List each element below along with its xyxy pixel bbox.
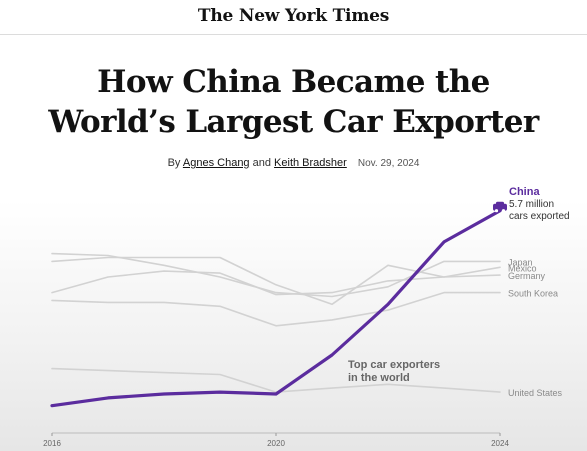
car-marker-icon xyxy=(493,201,507,213)
x-axis: 2016 2020 2024 xyxy=(43,432,509,448)
x-tick-label-2016: 2016 xyxy=(43,439,61,448)
headline: How China Became the World’s Largest Car… xyxy=(0,62,587,142)
headline-line-1: How China Became the xyxy=(97,64,490,100)
byline-prefix: By xyxy=(167,157,181,169)
series-label-japan: Japan xyxy=(508,257,533,267)
series-layer xyxy=(50,209,502,408)
chart-annotation-line-2: in the world xyxy=(348,372,410,384)
highlight-value-line-2: cars exported xyxy=(509,211,570,222)
masthead-divider xyxy=(0,34,587,35)
author-link-2[interactable]: Keith Bradsher xyxy=(274,157,347,169)
series-line-south-korea xyxy=(51,291,501,327)
byline-conjunction: and xyxy=(252,157,271,169)
x-tick-label-2020: 2020 xyxy=(267,439,285,448)
highlight-value-line-1: 5.7 million xyxy=(509,199,554,210)
series-line-united-states xyxy=(51,367,501,393)
series-label-china: China xyxy=(509,186,540,198)
series-line-germany xyxy=(51,256,501,306)
series-label-united-states: United States xyxy=(508,388,563,398)
author-link-1[interactable]: Agnes Chang xyxy=(182,157,250,169)
chart-annotation-line-1: Top car exporters xyxy=(348,359,440,371)
series-label-south-korea: South Korea xyxy=(508,289,558,299)
series-line-mexico xyxy=(51,266,501,296)
x-tick-label-2024: 2024 xyxy=(491,439,509,448)
publish-date: Nov. 29, 2024 xyxy=(357,158,420,169)
series-line-china xyxy=(50,209,502,408)
series-label-germany: Germany xyxy=(508,271,546,281)
byline: By Agnes Chang and Keith Bradsher Nov. 2… xyxy=(0,157,587,169)
series-line-japan xyxy=(51,252,501,298)
series-label-mexico: Mexico xyxy=(508,263,537,273)
masthead-logo[interactable]: The New York Times xyxy=(197,6,390,26)
headline-line-2: World’s Largest Car Exporter xyxy=(48,104,539,140)
